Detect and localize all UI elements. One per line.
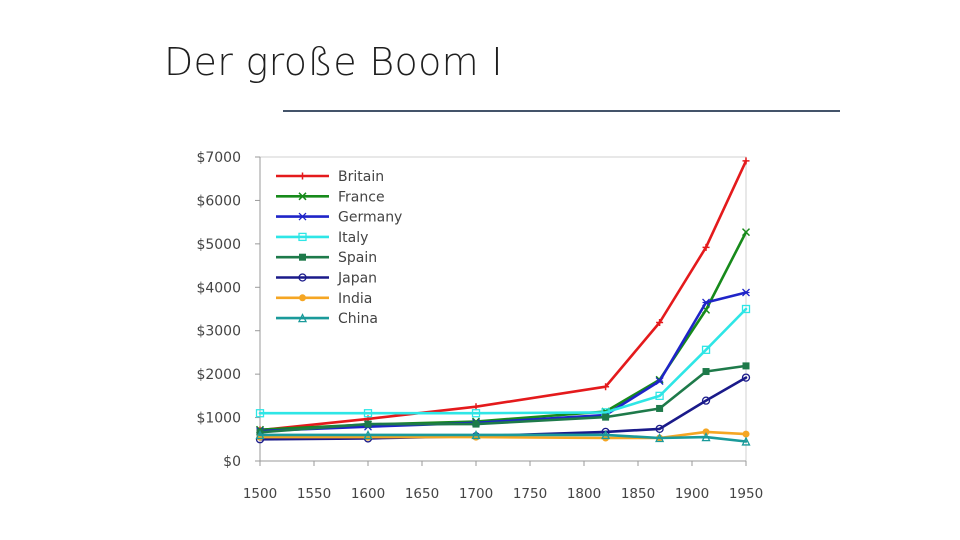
data-point-spain <box>742 362 750 370</box>
y-tick-label: $2000 <box>196 367 241 383</box>
legend-label-china: China <box>338 311 378 327</box>
data-point-china <box>701 432 711 442</box>
series-china <box>255 429 751 446</box>
x-tick-label: 1500 <box>243 486 277 502</box>
y-tick-label: $6000 <box>196 193 241 209</box>
x-tick-label: 1600 <box>351 486 385 502</box>
y-tick-label: $0 <box>223 454 241 470</box>
x-tick-label: 1550 <box>297 486 331 502</box>
x-tick-label: 1800 <box>567 486 601 502</box>
y-tick-label: $5000 <box>196 237 241 253</box>
legend-marker-spain <box>299 253 306 261</box>
data-point-india <box>702 428 710 436</box>
legend-item-britain: Britain <box>276 169 384 185</box>
legend-item-india: India <box>276 291 372 307</box>
legend-label-france: France <box>338 189 385 205</box>
data-point-britain <box>602 383 610 391</box>
data-point-italy <box>741 304 751 314</box>
series-line-china <box>258 433 748 443</box>
data-point-china <box>741 436 751 446</box>
legend-item-germany: Germany <box>276 210 402 226</box>
legend-marker-germany <box>298 212 307 221</box>
x-tick-label: 1950 <box>729 486 763 502</box>
legend-marker-japan <box>298 273 307 282</box>
data-point-spain <box>656 404 664 412</box>
data-point-britain <box>742 157 750 165</box>
data-point-france <box>741 228 751 237</box>
data-point-china <box>363 429 373 440</box>
legend-item-italy: Italy <box>276 230 368 246</box>
y-tick-label: $1000 <box>196 411 241 427</box>
legend-marker-china <box>297 313 308 323</box>
x-tick-label: 1900 <box>675 486 709 502</box>
x-tick-label: 1700 <box>459 486 493 502</box>
data-point-spain <box>472 420 480 428</box>
plot-frame <box>259 156 747 462</box>
data-point-italy <box>471 409 481 418</box>
series-spain <box>256 362 750 436</box>
series-italy <box>255 304 751 418</box>
data-point-germany <box>655 377 664 386</box>
data-point-italy <box>655 391 664 401</box>
title-divider <box>283 110 840 112</box>
legend-item-china: China <box>276 311 378 327</box>
legend-label-japan: Japan <box>337 271 377 287</box>
legend-item-japan: Japan <box>276 271 377 287</box>
data-point-china <box>471 429 481 440</box>
series-line-japan <box>258 376 748 441</box>
legend-label-britain: Britain <box>338 169 384 185</box>
series-japan <box>255 373 751 444</box>
y-tick-label: $7000 <box>196 150 241 166</box>
data-point-germany <box>702 298 710 307</box>
legend-label-india: India <box>338 291 372 307</box>
chart-axes: $0 $1000 $2000 $3000 $4000 $5000 $6000 $7000 150… <box>196 150 763 502</box>
x-tick-label: 1650 <box>405 486 439 502</box>
legend-label-germany: Germany <box>338 210 402 226</box>
data-point-italy <box>255 409 265 418</box>
y-tick-label: $3000 <box>196 324 241 340</box>
legend-item-france: France <box>276 189 385 205</box>
legend-marker-italy <box>298 232 307 242</box>
data-point-spain <box>364 420 372 428</box>
data-point-india <box>742 430 750 438</box>
data-point-britain <box>656 318 664 326</box>
data-point-japan <box>741 373 751 382</box>
data-point-germany <box>742 288 750 297</box>
data-point-britain <box>702 243 710 251</box>
series-britain <box>256 157 750 434</box>
x-tick-label: 1750 <box>513 486 547 502</box>
data-point-britain <box>472 403 480 411</box>
data-point-italy <box>701 345 711 354</box>
data-point-spain <box>702 368 710 376</box>
data-point-spain <box>602 413 610 421</box>
legend-marker-france <box>298 192 307 201</box>
legend-marker-britain <box>299 172 306 180</box>
data-point-china <box>255 429 265 440</box>
legend-label-spain: Spain <box>338 250 377 266</box>
series-line-britain <box>258 159 748 432</box>
data-point-japan <box>701 396 711 405</box>
data-point-italy <box>363 409 373 418</box>
chart-legend: Britain France Germany Italy Spain Japan India… <box>276 169 402 327</box>
chart-series-layer <box>255 157 751 446</box>
y-tick-label: $4000 <box>196 280 241 296</box>
x-tick-label: 1850 <box>621 486 655 502</box>
data-point-china <box>601 429 611 440</box>
data-point-japan <box>655 424 664 434</box>
slide-title: Der große Boom I <box>164 40 503 84</box>
series-line-italy <box>258 307 748 415</box>
data-point-china <box>655 433 665 443</box>
legend-item-spain: Spain <box>276 250 377 266</box>
legend-label-italy: Italy <box>338 230 368 246</box>
legend-marker-india <box>299 294 306 302</box>
series-line-france <box>258 230 748 432</box>
